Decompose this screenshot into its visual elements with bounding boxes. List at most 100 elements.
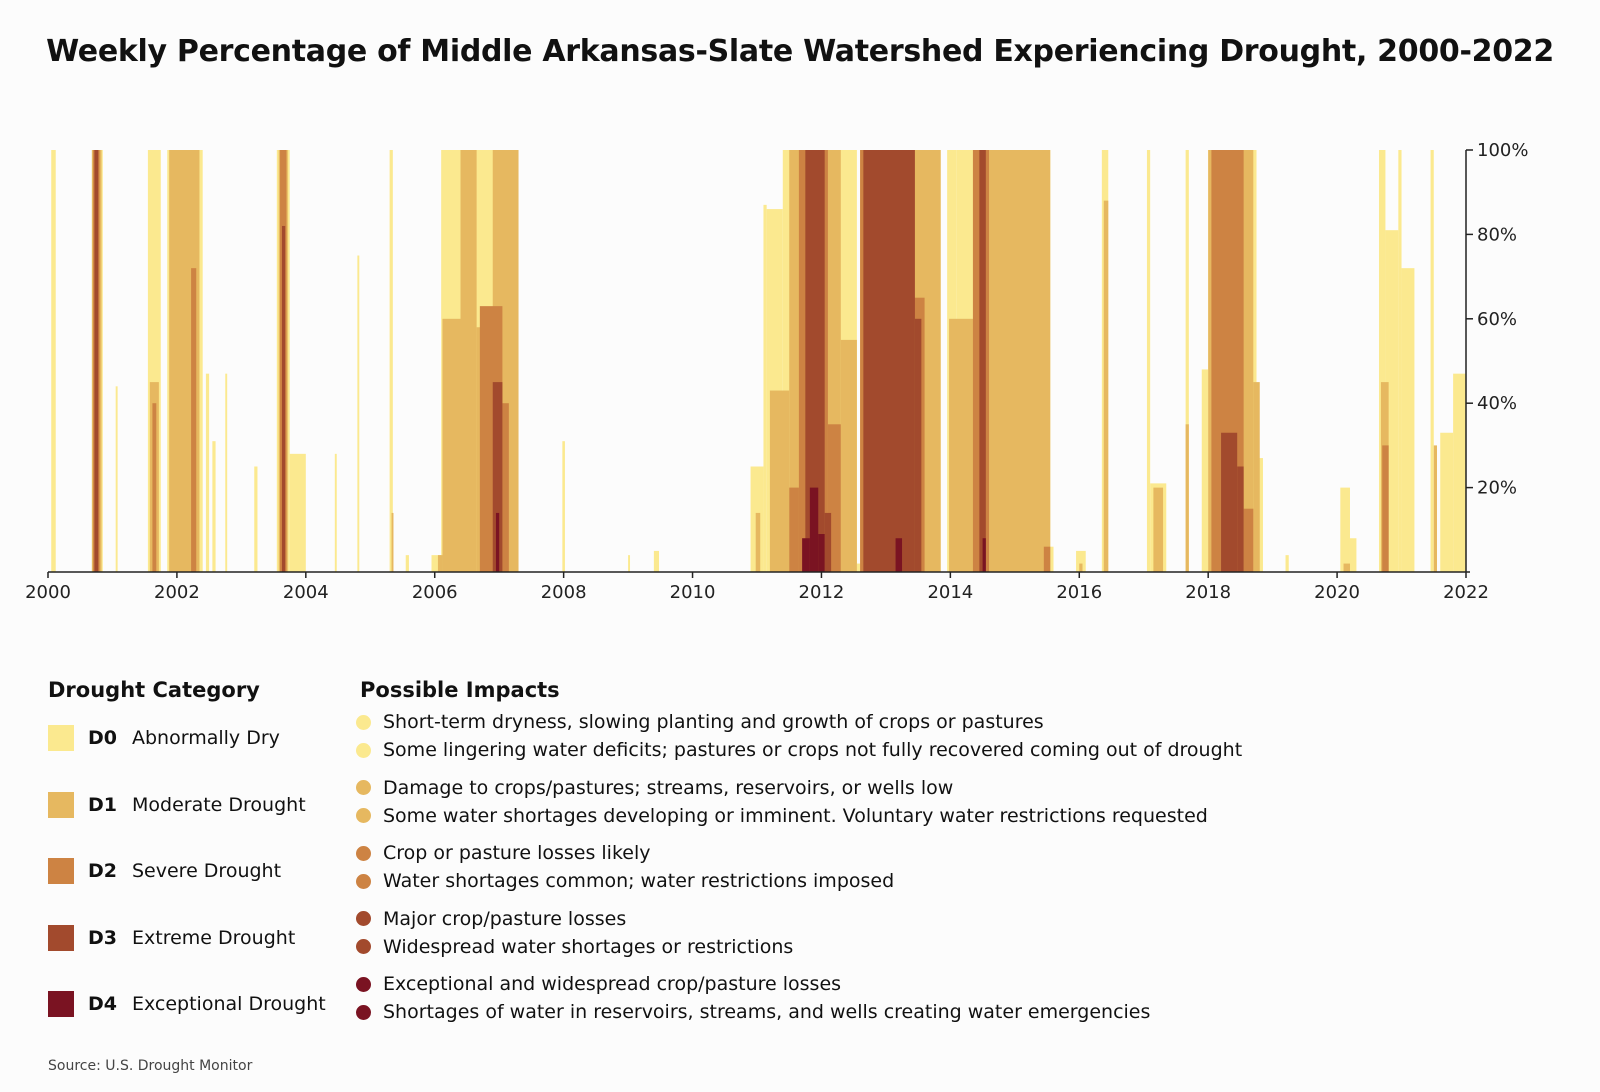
- legend-category-label: Exceptional Drought: [132, 993, 326, 1015]
- drought-bar-d1: [1079, 563, 1083, 572]
- drought-bar-d0: [389, 150, 393, 572]
- drought-bar-d0: [1285, 555, 1289, 572]
- drought-bar-d4: [982, 538, 986, 572]
- drought-bar-d0: [1349, 538, 1357, 572]
- impact-text: Some lingering water deficits; pastures …: [383, 739, 1243, 761]
- drought-bar-d0: [205, 373, 210, 572]
- drought-bar-d1: [1253, 382, 1260, 572]
- impact-item: Damage to crops/pastures; streams, reser…: [356, 774, 1208, 802]
- source-note: Source: U.S. Drought Monitor: [48, 1058, 253, 1074]
- drought-bar-d0: [1201, 369, 1209, 572]
- impact-dot: [356, 939, 371, 954]
- drought-bar-d1: [437, 555, 443, 572]
- drought-bar-d4: [818, 534, 825, 572]
- impact-item: Crop or pasture losses likely: [356, 839, 894, 867]
- drought-bar-d2: [502, 403, 509, 572]
- drought-bar-d3: [1237, 466, 1244, 572]
- legend-category-d1: D1 Moderate Drought: [48, 791, 306, 819]
- drought-bar-d0: [431, 555, 442, 572]
- x-tick-label: 2010: [670, 582, 716, 603]
- drought-bar-d2: [1382, 445, 1389, 572]
- x-tick-label: 2012: [799, 582, 845, 603]
- impacts-d2: Crop or pasture losses likely Water short…: [356, 839, 894, 895]
- drought-bar-d0: [1146, 150, 1151, 572]
- legend-category-code: D1: [88, 793, 117, 816]
- x-tick-label: 2002: [154, 582, 200, 603]
- drought-bar-d3: [979, 150, 986, 572]
- impact-text: Major crop/pasture losses: [383, 907, 627, 930]
- impact-text: Widespread water shortages or restrictio…: [383, 935, 794, 958]
- impact-item: Exceptional and widespread crop/pasture …: [356, 970, 1150, 998]
- impacts-d1: Damage to crops/pastures; streams, reser…: [356, 774, 1208, 830]
- drought-bar-d4: [802, 538, 810, 572]
- legend-impacts-title: Possible Impacts: [360, 678, 560, 702]
- x-tick-label: 2018: [1185, 582, 1231, 603]
- legend-category-d3: D3 Extreme Drought: [48, 924, 295, 952]
- drought-bar-d0: [1378, 150, 1386, 572]
- y-tick-label: 80%: [1477, 224, 1517, 245]
- legend-category-d2: D2 Severe Drought: [48, 857, 281, 885]
- impact-text: Crop or pasture losses likely: [383, 842, 651, 864]
- drought-bar-d3: [94, 150, 99, 572]
- drought-bar-d1: [1185, 424, 1189, 572]
- legend-category-d0: D0 Abnormally Dry: [48, 724, 280, 752]
- legend-category-code: D4: [88, 993, 117, 1015]
- drought-bar-d0: [225, 373, 228, 572]
- impact-item: Some lingering water deficits; pastures …: [356, 736, 1242, 764]
- x-tick-label: 2006: [412, 582, 458, 603]
- impact-dot: [356, 742, 371, 758]
- y-tick-label: 40%: [1477, 393, 1517, 414]
- series-d4: [495, 487, 986, 572]
- impact-dot: [356, 976, 371, 992]
- impact-item: Widespread water shortages or restrictio…: [356, 933, 793, 961]
- drought-bar-d0: [763, 204, 767, 573]
- drought-bar-d2: [191, 268, 197, 572]
- drought-bar-d1: [840, 339, 857, 572]
- drought-bar-d0: [1185, 150, 1189, 572]
- drought-bar-d0: [357, 255, 360, 572]
- drought-bar-d2: [152, 403, 157, 572]
- impact-dot: [356, 808, 371, 823]
- drought-bar-d0: [334, 453, 337, 572]
- drought-bar-d4: [895, 538, 903, 572]
- y-tick-label: 100%: [1477, 140, 1528, 161]
- legend-swatch: [48, 791, 74, 818]
- impact-text: Damage to crops/pastures; streams, reser…: [383, 776, 954, 799]
- drought-bar-d1: [1153, 487, 1164, 572]
- chart-title: Weekly Percentage of Middle Arkansas-Sla…: [46, 34, 1554, 69]
- drought-bar-d3: [914, 318, 922, 572]
- drought-bar-d0: [1340, 487, 1350, 572]
- drought-bar-d0: [51, 150, 56, 572]
- legend-category-label: Moderate Drought: [132, 793, 306, 816]
- drought-bar-d1: [982, 150, 1051, 572]
- drought-bar-d3: [863, 150, 915, 572]
- drought-bar-d3: [1221, 432, 1238, 572]
- drought-bar-d0: [212, 441, 216, 572]
- impact-item: Some water shortages developing or immin…: [356, 802, 1208, 830]
- drought-bar-d2: [1043, 546, 1051, 572]
- drought-bar-d0: [405, 555, 409, 572]
- drought-bar-d1: [1343, 563, 1350, 572]
- impact-dot: [356, 873, 371, 889]
- legend-category-d4: D4 Exceptional Drought: [48, 990, 326, 1018]
- drought-bar-d3: [281, 225, 286, 572]
- x-tick-label: 2022: [1443, 582, 1489, 603]
- impact-dot: [356, 714, 371, 730]
- impacts-d0: Short-term dryness, slowing planting and…: [356, 708, 1242, 764]
- drought-bar-d4: [495, 512, 500, 572]
- drought-bar-d0: [653, 550, 660, 572]
- x-tick-label: 2000: [25, 582, 71, 603]
- drought-chart: 2000 2002 2004 2006 2008 2010 2012 2014 2016 2018…: [25, 140, 1528, 603]
- drought-bar-d0: [1050, 546, 1054, 572]
- y-tick-label: 20%: [1477, 478, 1517, 499]
- legend-category-code: D0: [88, 727, 117, 749]
- legend-category-code: D3: [88, 926, 117, 949]
- impact-item: Water shortages common; water restrictio…: [356, 867, 894, 895]
- drought-bar-d0: [1076, 550, 1086, 572]
- legend-category-title: Drought Category: [48, 678, 260, 702]
- legend-swatch: [48, 991, 74, 1017]
- impact-text: Short-term dryness, slowing planting and…: [383, 711, 1044, 733]
- x-tick-label: 2004: [283, 582, 329, 603]
- drought-bar-d1: [1433, 445, 1437, 572]
- x-tick-label: 2020: [1314, 582, 1360, 603]
